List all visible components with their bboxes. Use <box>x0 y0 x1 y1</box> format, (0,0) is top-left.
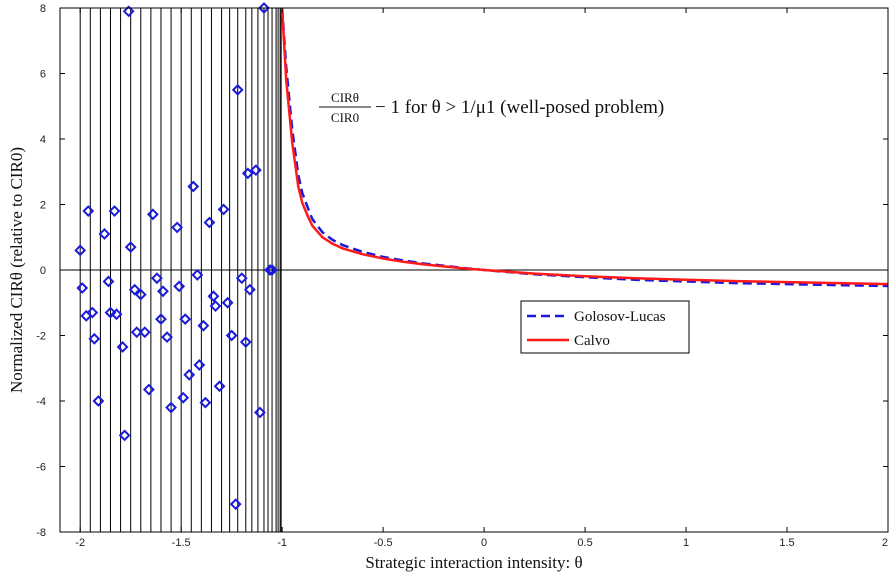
y-tick-label: 8 <box>40 3 46 15</box>
scatter-point <box>207 290 220 303</box>
scatter-point <box>124 241 137 253</box>
y-axis-label: Normalized CIRθ (relative to CIR0) <box>7 147 26 393</box>
x-tick-label: -1 <box>277 537 287 549</box>
scatter-point <box>193 359 206 371</box>
scatter-point <box>161 331 173 344</box>
scatter-point <box>235 272 248 285</box>
scatter-point <box>82 205 95 217</box>
scatter-point <box>221 296 234 309</box>
scatter-point <box>155 313 167 326</box>
scatter-point <box>134 288 147 301</box>
scatter-point <box>80 309 93 322</box>
scatter-point <box>102 275 115 288</box>
scatter-point <box>183 368 196 381</box>
x-tick-label: -0.5 <box>374 537 393 549</box>
scatter-point <box>110 308 123 321</box>
scatter-point <box>171 221 184 234</box>
scatter-point <box>266 264 278 276</box>
legend-label-calvo: Calvo <box>574 333 610 349</box>
scatter-point <box>98 228 111 240</box>
y-tick-label: -6 <box>36 462 46 474</box>
scatter-point <box>264 264 276 276</box>
scatter-point <box>122 5 135 18</box>
scatter-point <box>104 306 117 319</box>
y-tick-label: 0 <box>40 265 46 277</box>
scatter-point <box>225 329 238 342</box>
scatter-point <box>254 406 266 419</box>
x-tick-label: 1 <box>683 537 689 549</box>
scatter-point <box>116 341 129 353</box>
series-line-calvo <box>280 7 889 286</box>
x-axis-ticks: -2 -1.5 -1 -0.5 0 0.5 1 1.5 2 <box>75 8 889 549</box>
scatter-point <box>88 332 101 345</box>
scatter-point <box>217 203 230 216</box>
scatter-point <box>92 395 105 407</box>
y-tick-label: -8 <box>36 527 46 539</box>
scatter-point <box>118 429 131 442</box>
scatter-point <box>165 401 177 414</box>
x-tick-label: 0 <box>481 537 487 549</box>
scatter-point <box>209 300 222 312</box>
scatter-point <box>197 319 210 332</box>
series-line-golosov-lucas <box>280 7 889 288</box>
legend: Golosov-Lucas Calvo <box>520 300 690 354</box>
y-tick-label: 4 <box>40 134 46 146</box>
scatter-point <box>173 280 186 293</box>
x-tick-label: 0.5 <box>577 537 592 549</box>
scatter-point <box>241 167 254 180</box>
scatter-point <box>142 383 155 396</box>
scatter-point <box>86 306 99 319</box>
legend-label-golosov-lucas: Golosov-Lucas <box>574 309 666 325</box>
scatter-point <box>229 498 242 511</box>
series-lines <box>280 7 889 288</box>
scatter-point <box>76 282 89 294</box>
x-axis-label: Strategic interaction intensity: θ <box>365 553 582 572</box>
y-tick-label: -2 <box>36 331 46 343</box>
scatter-point <box>187 180 200 193</box>
x-tick-label: -2 <box>75 537 85 549</box>
x-tick-label: -1.5 <box>172 537 191 549</box>
scatter-point <box>74 244 87 257</box>
scatter-markers <box>74 2 278 511</box>
x-tick-label: 1.5 <box>779 537 794 549</box>
scatter-point <box>138 326 151 339</box>
scatter-point <box>157 285 169 298</box>
scatter-point <box>151 272 163 285</box>
annotation-fraction-numerator: CIRθ <box>331 90 359 105</box>
annotation-text: − 1 for θ > 1/μ1 (well-posed problem) <box>375 97 664 118</box>
scatter-point <box>177 391 190 404</box>
scatter-point <box>239 336 252 348</box>
y-tick-label: -4 <box>36 396 46 408</box>
x-tick-label: 2 <box>882 537 888 549</box>
scatter-point <box>130 326 143 339</box>
scatter-point <box>203 216 216 229</box>
scatter-point <box>231 83 244 96</box>
scatter-point <box>258 2 270 14</box>
y-tick-label: 6 <box>40 69 46 81</box>
scatter-point <box>213 380 226 393</box>
scatter-point <box>243 283 256 296</box>
y-axis-ticks: -8 -6 -4 -2 0 2 4 6 8 <box>36 3 888 539</box>
scatter-point <box>179 313 192 326</box>
scatter-point <box>108 205 121 217</box>
scatter-point <box>128 283 141 296</box>
scatter-point <box>191 268 204 281</box>
scatter-point <box>146 208 159 221</box>
scatter-point <box>249 164 262 177</box>
y-tick-label: 2 <box>40 200 46 212</box>
legend-box <box>520 300 690 354</box>
annotation-fraction-denominator: CIR0 <box>331 110 359 125</box>
annotation: CIRθ CIR0 − 1 for θ > 1/μ1 (well-posed p… <box>319 90 664 125</box>
scatter-point <box>199 396 212 409</box>
